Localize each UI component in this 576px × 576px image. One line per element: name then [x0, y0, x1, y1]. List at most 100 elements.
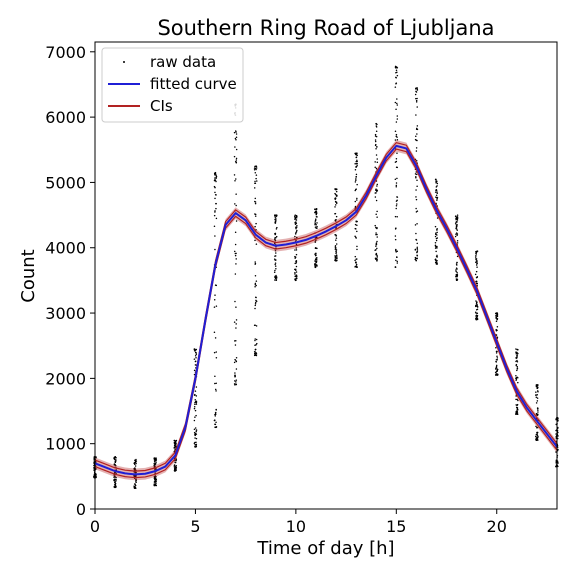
raw-data-point	[415, 97, 417, 100]
raw-data-point	[295, 214, 298, 217]
chart-title: Southern Ring Road of Ljubljana	[157, 16, 494, 40]
fitted-curve-layer	[94, 144, 558, 476]
raw-data-point	[536, 434, 539, 436]
raw-data-point	[416, 87, 418, 89]
raw-data-point	[374, 166, 376, 168]
raw-data-point	[435, 181, 437, 184]
raw-data-point	[434, 225, 437, 228]
raw-data-point	[294, 235, 296, 238]
raw-data-point	[334, 200, 337, 203]
raw-data-point	[336, 195, 338, 197]
raw-data-point	[254, 307, 256, 310]
raw-data-point	[254, 261, 256, 263]
raw-data-point	[214, 411, 217, 414]
raw-data-point	[376, 210, 378, 213]
raw-data-point	[394, 139, 397, 141]
raw-data-point	[375, 192, 377, 194]
raw-data-point	[456, 240, 459, 242]
raw-data-point	[194, 360, 197, 362]
raw-data-point	[235, 360, 237, 362]
raw-data-point	[195, 356, 197, 359]
raw-data-point	[537, 407, 539, 410]
raw-data-point	[133, 462, 136, 464]
raw-data-column	[153, 457, 158, 487]
raw-data-point	[314, 260, 316, 262]
raw-data-point	[355, 156, 358, 159]
raw-data-point	[354, 223, 357, 226]
raw-data-point	[274, 276, 276, 278]
raw-data-point	[294, 216, 296, 218]
raw-data-point	[415, 189, 417, 191]
raw-data-point	[115, 476, 117, 479]
raw-data-point	[235, 178, 237, 180]
raw-data-point	[335, 251, 338, 253]
raw-data-point	[255, 338, 258, 341]
raw-data-point	[456, 234, 458, 237]
raw-data-point	[535, 439, 538, 441]
raw-data-point	[375, 213, 377, 215]
raw-data-point	[195, 441, 197, 444]
raw-data-point	[436, 227, 438, 230]
raw-data-point	[235, 204, 237, 207]
raw-data-point	[376, 185, 378, 187]
raw-data-point	[195, 348, 198, 351]
raw-data-point	[495, 368, 497, 370]
raw-data-point	[394, 178, 397, 180]
raw-data-point	[356, 245, 358, 248]
raw-data-point	[235, 220, 238, 222]
raw-data-point	[316, 265, 318, 267]
raw-data-column	[294, 214, 298, 282]
raw-data-point	[276, 215, 278, 217]
raw-data-point	[234, 372, 236, 374]
raw-data-point	[234, 254, 237, 257]
raw-data-point	[496, 315, 499, 318]
ci-band-layer	[94, 139, 558, 481]
y-tick-label: 0	[76, 500, 86, 519]
raw-data-point	[215, 426, 218, 428]
y-tick-label: 7000	[45, 43, 86, 62]
raw-data-point	[515, 376, 518, 379]
raw-data-point	[394, 130, 397, 133]
raw-data-point	[476, 259, 478, 262]
raw-data-point	[475, 258, 478, 260]
raw-data-point	[416, 246, 418, 249]
raw-data-point	[314, 237, 317, 239]
raw-data-point	[375, 126, 378, 128]
raw-data-point	[416, 88, 419, 90]
raw-data-point	[174, 445, 177, 448]
raw-data-point	[435, 180, 438, 183]
raw-data-point	[356, 248, 358, 251]
raw-data-point	[254, 262, 257, 265]
raw-data-point	[496, 312, 499, 315]
raw-data-point	[314, 266, 316, 268]
raw-data-column	[253, 165, 258, 357]
raw-data-point	[456, 214, 459, 216]
raw-data-point	[395, 71, 397, 74]
raw-data-point	[396, 215, 398, 218]
raw-data-point	[517, 399, 519, 402]
raw-data-point	[314, 247, 317, 250]
raw-data-point	[315, 215, 318, 218]
raw-data-point	[416, 133, 418, 135]
raw-data-point	[537, 411, 539, 413]
raw-data-point	[255, 325, 258, 327]
raw-data-point	[555, 451, 557, 453]
raw-data-point	[434, 235, 437, 238]
raw-data-point	[296, 236, 298, 239]
raw-data-point	[495, 347, 497, 349]
raw-data-point	[255, 167, 258, 169]
raw-data-point	[396, 250, 399, 253]
raw-data-point	[195, 429, 198, 431]
raw-data-point	[456, 242, 459, 244]
raw-data-point	[275, 274, 277, 277]
raw-data-point	[254, 215, 257, 217]
raw-data-point	[376, 227, 378, 229]
raw-data-point	[315, 210, 318, 213]
raw-data-point	[535, 425, 537, 428]
raw-data-column	[535, 384, 539, 442]
raw-data-point	[375, 143, 377, 146]
raw-data-point	[214, 423, 217, 426]
raw-data-point	[394, 86, 397, 88]
raw-data-point	[376, 158, 378, 160]
